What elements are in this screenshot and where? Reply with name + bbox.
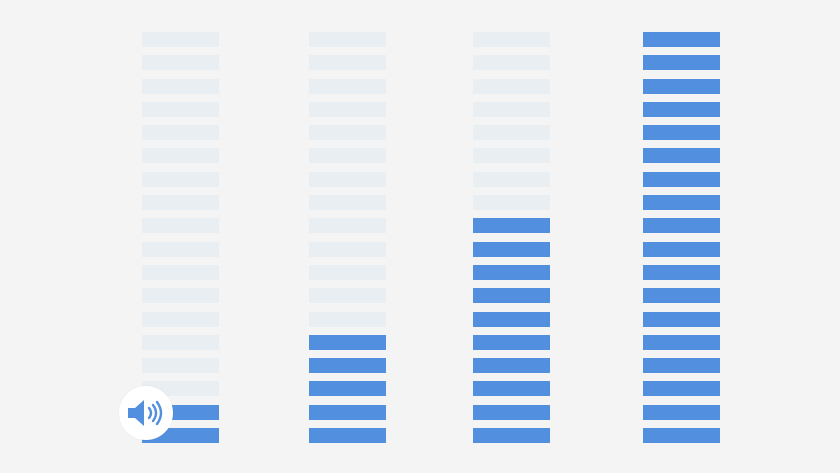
level-segment-inactive <box>142 358 219 374</box>
level-segment-active <box>643 404 720 420</box>
level-segment-active <box>643 148 720 164</box>
level-segment-inactive <box>473 125 550 141</box>
level-segment-active <box>473 428 550 443</box>
level-segment-inactive <box>473 31 550 47</box>
level-segment-active <box>643 101 720 117</box>
level-segment-active <box>643 241 720 257</box>
speaker-volume-icon <box>128 400 163 426</box>
level-segment-inactive <box>309 264 386 280</box>
level-segment-active <box>643 218 720 234</box>
volume-meter-4 <box>643 0 720 473</box>
level-segment-active <box>643 428 720 443</box>
level-segment-inactive <box>309 125 386 141</box>
level-segment-active <box>473 288 550 304</box>
level-segment-inactive <box>473 171 550 187</box>
level-segment-inactive <box>142 218 219 234</box>
level-segment-active <box>643 334 720 350</box>
level-segment-inactive <box>309 218 386 234</box>
level-segment-active <box>643 311 720 327</box>
level-segment-inactive <box>142 55 219 71</box>
level-segment-active <box>473 311 550 327</box>
level-segment-active <box>643 358 720 374</box>
level-segment-inactive <box>309 195 386 210</box>
level-segment-inactive <box>309 171 386 187</box>
level-segment-active <box>309 334 386 350</box>
level-segment-inactive <box>309 311 386 327</box>
level-segment-inactive <box>142 31 219 47</box>
level-segment-active <box>473 218 550 234</box>
level-segment-inactive <box>309 55 386 71</box>
level-segment-active <box>643 125 720 141</box>
volume-meter-2 <box>309 0 386 473</box>
level-segment-inactive <box>309 148 386 164</box>
level-segment-inactive <box>142 288 219 304</box>
level-segment-inactive <box>473 101 550 117</box>
level-segment-inactive <box>142 78 219 94</box>
level-segment-inactive <box>309 241 386 257</box>
level-segment-inactive <box>142 241 219 257</box>
level-segment-inactive <box>142 125 219 141</box>
level-segment-active <box>473 404 550 420</box>
level-segment-inactive <box>142 311 219 327</box>
level-segment-active <box>309 381 386 397</box>
level-segment-inactive <box>142 195 219 210</box>
level-segment-inactive <box>142 171 219 187</box>
level-segment-inactive <box>473 195 550 210</box>
level-segment-active <box>643 195 720 210</box>
level-segment-active <box>643 288 720 304</box>
level-segment-active <box>473 358 550 374</box>
level-segment-active <box>643 171 720 187</box>
level-segment-active <box>473 334 550 350</box>
level-segment-inactive <box>142 334 219 350</box>
level-segment-active <box>643 264 720 280</box>
level-segment-active <box>309 428 386 443</box>
volume-meter-1 <box>142 0 219 473</box>
level-segment-active <box>473 241 550 257</box>
level-segment-inactive <box>473 55 550 71</box>
level-segment-inactive <box>309 288 386 304</box>
level-segment-inactive <box>309 101 386 117</box>
speaker-button[interactable] <box>119 386 173 440</box>
level-segment-inactive <box>142 101 219 117</box>
level-segment-active <box>473 381 550 397</box>
level-segment-inactive <box>142 264 219 280</box>
level-segment-active <box>309 404 386 420</box>
level-segment-inactive <box>309 31 386 47</box>
level-segment-inactive <box>309 78 386 94</box>
level-segment-inactive <box>473 148 550 164</box>
level-segment-inactive <box>142 148 219 164</box>
volume-meter-3 <box>473 0 550 473</box>
level-segment-active <box>643 31 720 47</box>
level-segment-inactive <box>473 78 550 94</box>
level-segment-active <box>473 264 550 280</box>
level-segment-active <box>643 78 720 94</box>
level-segment-active <box>643 55 720 71</box>
level-segment-active <box>309 358 386 374</box>
level-segment-active <box>643 381 720 397</box>
